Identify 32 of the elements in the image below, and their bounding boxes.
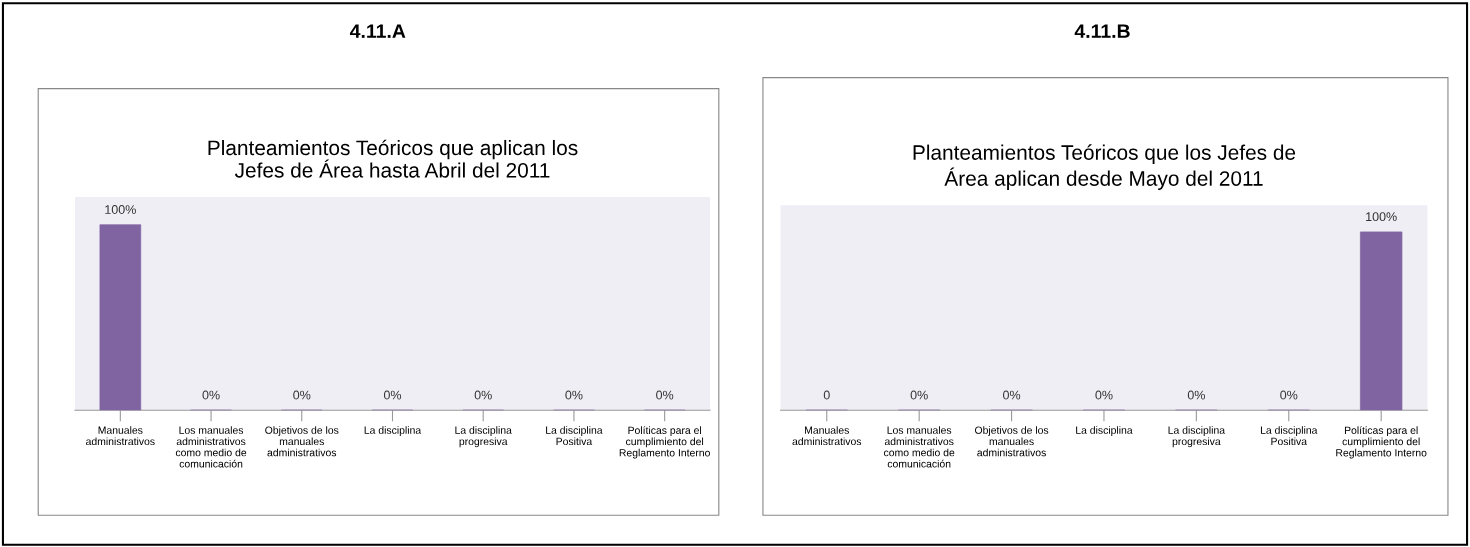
data-label: 0%	[474, 390, 492, 400]
x-tick-label: Manuales administrativos	[86, 426, 155, 446]
chart-title: 4.11.A	[349, 24, 406, 38]
data-label: 0%	[1187, 390, 1205, 400]
x-tick-label: Objetivos de los manuales administrativos	[975, 426, 1049, 457]
data-label: 0%	[656, 390, 674, 400]
data-label: 0	[823, 390, 830, 400]
data-label: 0%	[910, 390, 928, 400]
data-label: 0%	[383, 390, 402, 400]
data-label: 0%	[293, 390, 311, 400]
x-tick-label: Políticas para el cumplimiento del Reglamento Interno	[619, 426, 710, 459]
x-tick-label: La disciplina	[364, 426, 422, 436]
data-label: 0%	[202, 390, 220, 400]
data-label: 100%	[1366, 212, 1397, 222]
x-tick-label: Los manuales administrativos como medio de comunicación	[175, 426, 247, 468]
x-tick-label: La disciplina progresiva	[1168, 426, 1226, 448]
x-tick-label: Objetivos de los manuales administrativos	[265, 426, 339, 457]
x-tick-label: Políticas para el cumplimiento del Reglamento Interno	[1336, 426, 1427, 459]
x-tick-label: Los manuales administrativos como medio de comunicación	[884, 426, 955, 468]
x-tick-label: La disciplina progresiva	[455, 426, 512, 448]
x-tick-label: La disciplina	[1076, 426, 1133, 436]
x-tick-label: La disciplina Positiva	[546, 426, 603, 446]
data-label: 0%	[1003, 390, 1021, 400]
data-label: 100%	[105, 205, 136, 214]
data-label: 0%	[1280, 390, 1298, 400]
chart-title: 4.11.B	[1074, 24, 1130, 38]
x-tick-label: Manuales administrativos	[792, 426, 862, 446]
data-label: 0%	[1095, 390, 1113, 400]
x-tick-label: La disciplina Positiva	[1260, 426, 1318, 446]
chart-subtitle: Planteamientos Teóricos que aplican los Jefes de Área hasta Abril del 2011	[208, 139, 578, 178]
data-label: 0%	[565, 390, 583, 400]
chart-subtitle: Planteamientos Teóricos que los Jefes de Área aplican desde Mayo del 2011	[913, 144, 1296, 190]
